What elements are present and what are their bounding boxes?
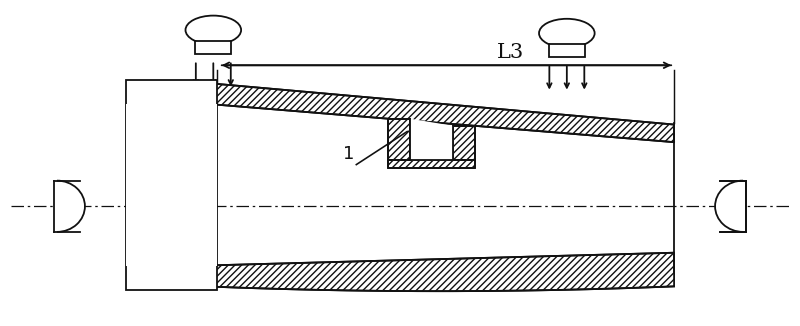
Bar — [195, 41, 231, 54]
Ellipse shape — [539, 19, 594, 48]
Bar — [126, 80, 218, 289]
Polygon shape — [126, 104, 218, 266]
Ellipse shape — [186, 16, 241, 44]
Polygon shape — [206, 253, 674, 291]
Bar — [549, 44, 585, 57]
Polygon shape — [715, 181, 746, 232]
Polygon shape — [410, 119, 454, 160]
Polygon shape — [54, 181, 85, 232]
Text: 1: 1 — [342, 145, 354, 163]
Polygon shape — [388, 119, 410, 160]
Polygon shape — [388, 160, 475, 168]
Polygon shape — [206, 83, 674, 142]
Text: L3: L3 — [497, 43, 524, 62]
Polygon shape — [454, 126, 475, 160]
